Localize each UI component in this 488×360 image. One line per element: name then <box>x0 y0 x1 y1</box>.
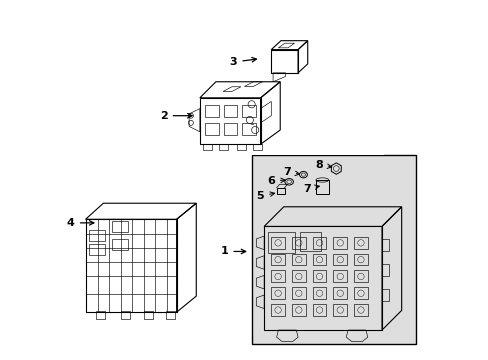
Bar <box>312 237 325 249</box>
Text: 5: 5 <box>256 191 274 201</box>
Text: 8: 8 <box>315 160 331 170</box>
Bar <box>353 304 367 316</box>
Text: 4: 4 <box>67 218 94 228</box>
Bar <box>312 253 325 265</box>
Bar <box>89 230 105 241</box>
Bar <box>224 105 237 117</box>
Bar <box>224 123 237 135</box>
Bar <box>381 264 388 276</box>
Bar <box>299 232 321 251</box>
Text: 3: 3 <box>229 57 256 67</box>
Bar <box>271 237 285 249</box>
Bar <box>353 270 367 282</box>
Bar <box>312 270 325 282</box>
Bar <box>333 253 346 265</box>
Bar <box>291 287 305 299</box>
Bar <box>315 180 328 194</box>
Bar <box>353 287 367 299</box>
Bar <box>271 270 285 282</box>
Bar <box>333 270 346 282</box>
Bar <box>73 155 226 341</box>
Bar <box>333 304 346 316</box>
Bar <box>276 188 284 194</box>
Bar <box>312 304 325 316</box>
Bar <box>205 123 218 135</box>
Bar <box>353 237 367 249</box>
Text: 2: 2 <box>160 111 192 121</box>
Bar <box>251 155 415 344</box>
Text: 7: 7 <box>283 167 299 177</box>
Bar <box>312 287 325 299</box>
Bar <box>291 237 305 249</box>
Bar <box>291 270 305 282</box>
Text: 6: 6 <box>266 176 285 186</box>
Bar <box>165 311 175 319</box>
Bar <box>271 304 285 316</box>
Bar <box>271 253 285 265</box>
Text: 7: 7 <box>302 184 319 194</box>
Bar <box>112 239 128 249</box>
Bar <box>112 221 128 232</box>
Bar <box>242 105 255 117</box>
Bar <box>381 289 388 301</box>
Bar <box>291 253 305 265</box>
Bar <box>242 123 255 135</box>
Text: 1: 1 <box>220 247 245 256</box>
Bar <box>89 244 105 255</box>
Bar <box>190 5 383 155</box>
Bar <box>381 239 388 251</box>
Bar <box>353 253 367 265</box>
Bar <box>291 304 305 316</box>
Bar <box>205 105 218 117</box>
Bar <box>333 287 346 299</box>
Bar <box>144 311 153 319</box>
Bar <box>267 232 294 253</box>
Bar <box>121 311 130 319</box>
Bar <box>271 287 285 299</box>
Bar <box>333 237 346 249</box>
Bar <box>96 311 105 319</box>
